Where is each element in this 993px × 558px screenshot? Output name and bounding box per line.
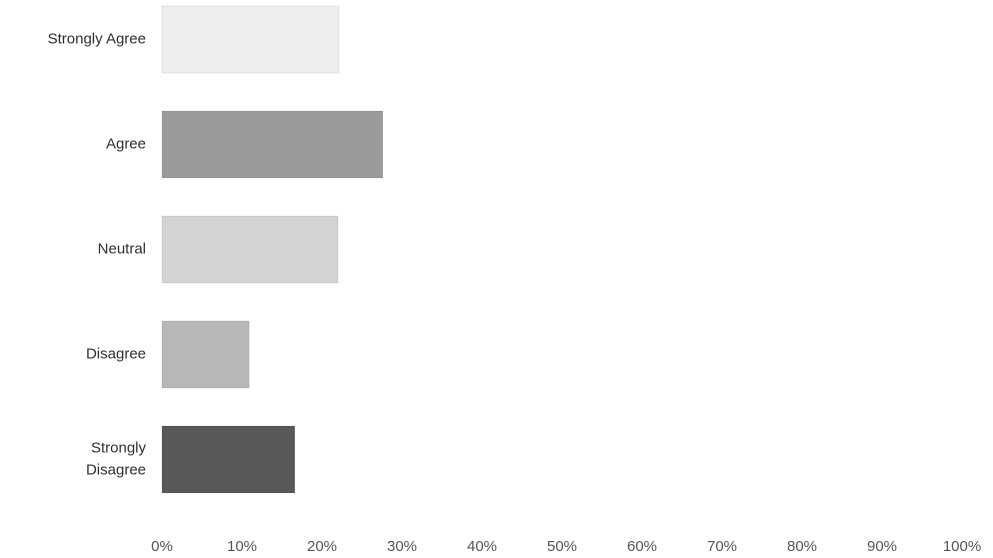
bar-strongly-disagree	[161, 425, 296, 494]
x-tick-label: 10%	[227, 538, 257, 555]
x-tick-label: 20%	[307, 538, 337, 555]
x-tick-label: 30%	[387, 538, 417, 555]
category-label: Strongly Disagree	[86, 439, 147, 478]
bar-disagree	[161, 320, 250, 389]
bar-neutral	[161, 215, 339, 284]
category-label: Disagree	[86, 345, 146, 362]
x-tick-label: 80%	[787, 538, 817, 555]
x-tick-label: 60%	[627, 538, 657, 555]
x-tick-label: 70%	[707, 538, 737, 555]
x-tick-label: 90%	[867, 538, 897, 555]
x-tick-label: 100%	[943, 538, 981, 555]
x-tick-label: 0%	[151, 538, 173, 555]
x-tick-label: 40%	[467, 538, 497, 555]
bar-strongly-agree	[161, 5, 340, 74]
category-label: Agree	[106, 135, 146, 152]
category-label: Strongly Agree	[48, 30, 146, 47]
category-label: Neutral	[98, 240, 146, 257]
bar-agree	[161, 110, 384, 179]
x-tick-label: 50%	[547, 538, 577, 555]
